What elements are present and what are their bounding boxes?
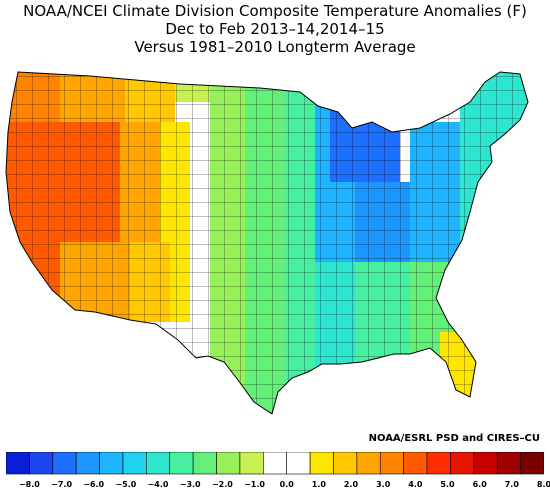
- colorbar-tick-label: 4.0: [408, 480, 423, 489]
- colorbar-swatch: [473, 452, 498, 475]
- colorbar-swatch: [216, 452, 241, 475]
- colorbar-swatch: [75, 452, 100, 475]
- colorbar-swatch: [496, 452, 521, 475]
- colorbar-tick-label: −7.0: [51, 480, 73, 489]
- colorbar-tick-label: 5.0: [440, 480, 455, 489]
- colorbar-swatch: [6, 452, 30, 475]
- colorbar-swatch: [122, 452, 147, 475]
- colorbar-swatch: [379, 452, 404, 475]
- colorbar-swatch: [286, 452, 311, 475]
- map-title-line-1: NOAA/NCEI Climate Division Composite Tem…: [23, 2, 527, 20]
- colorbar-swatch: [262, 452, 287, 475]
- colorbar-swatch: [403, 452, 428, 475]
- colorbar-swatch: [99, 452, 124, 475]
- us-climate-division-map: [5, 71, 529, 415]
- map-credit: NOAA/ESRL PSD and CIRES–CU: [368, 433, 540, 444]
- colorbar-tick-label: 6.0: [472, 480, 487, 489]
- colorbar-tick-label: 0.0: [279, 480, 294, 489]
- colorbar-tick-label: 1.0: [311, 480, 326, 489]
- colorbar-swatch: [356, 452, 381, 475]
- colorbar-tick-label: −6.0: [83, 480, 105, 489]
- colorbar-swatch: [52, 452, 77, 475]
- anomaly-colorbar: [6, 452, 544, 475]
- colorbar-swatch: [333, 452, 358, 475]
- colorbar-tick-label: 2.0: [343, 480, 359, 489]
- colorbar-tick-label: −1.0: [244, 480, 265, 489]
- colorbar-tick-label: −5.0: [115, 480, 137, 489]
- colorbar-swatch: [29, 452, 54, 475]
- colorbar-swatch: [146, 452, 171, 475]
- colorbar-swatch: [450, 452, 475, 475]
- colorbar-swatch: [239, 452, 264, 475]
- colorbar-swatch: [309, 452, 334, 475]
- colorbar-swatch: [192, 452, 217, 475]
- colorbar-tick-label: −3.0: [179, 480, 201, 489]
- colorbar-tick-label: 3.0: [376, 480, 391, 489]
- colorbar-swatch: [426, 452, 451, 475]
- colorbar-swatch: [169, 452, 194, 475]
- colorbar-tick-label: −4.0: [147, 480, 169, 489]
- map-title-line-3: Versus 1981–2010 Longterm Average: [134, 38, 416, 56]
- colorbar-swatch: [520, 452, 544, 475]
- colorbar-tick-label: −8.0: [18, 480, 40, 489]
- map-title-line-2: Dec to Feb 2013–14,2014–15: [165, 20, 385, 38]
- colorbar-tick-label: −2.0: [211, 480, 233, 489]
- colorbar-tick-label: 8.0: [536, 480, 550, 489]
- colorbar-tick-label: 7.0: [504, 480, 519, 489]
